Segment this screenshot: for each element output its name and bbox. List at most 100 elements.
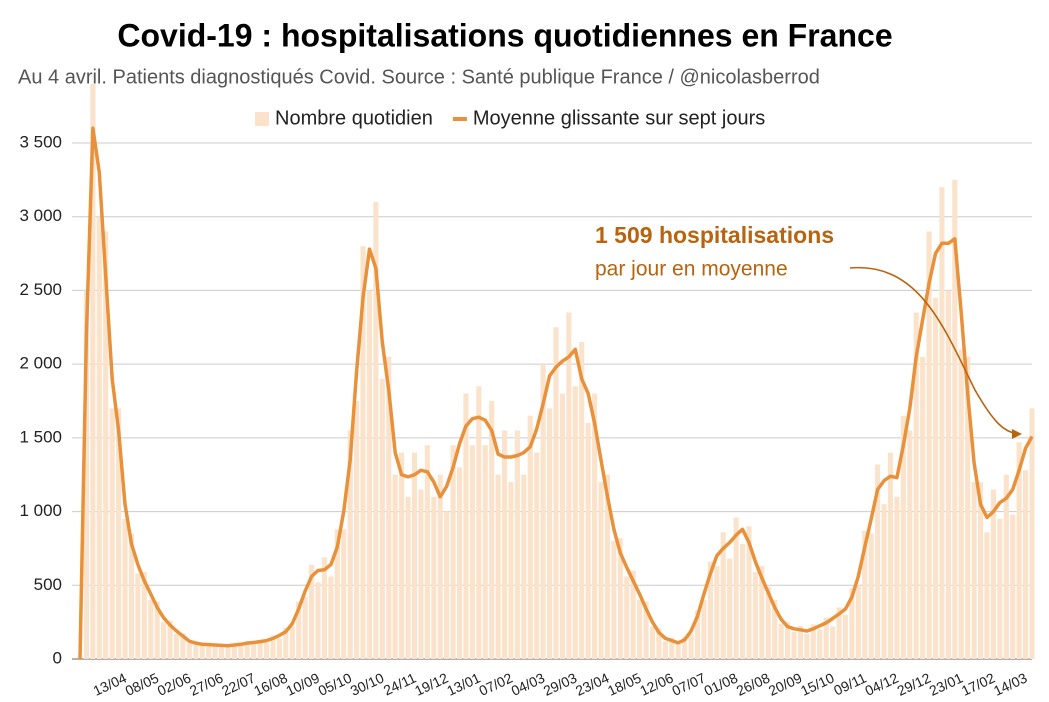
bar: [553, 327, 559, 659]
bar: [1022, 470, 1029, 659]
bar: [96, 216, 102, 659]
bar: [913, 312, 919, 659]
bar: [373, 201, 379, 659]
bar: [926, 231, 932, 659]
bar: [379, 378, 385, 659]
bar: [482, 445, 488, 659]
y-tick-label: 0: [53, 648, 62, 667]
bar: [218, 644, 225, 659]
bar: [643, 601, 649, 659]
bar: [945, 290, 951, 659]
chart-subtitle: Au 4 avril. Patients diagnostiqués Covid…: [18, 66, 820, 88]
bar: [405, 496, 411, 659]
bar: [656, 628, 662, 659]
bar: [759, 566, 765, 659]
bar: [276, 638, 282, 659]
bar: [714, 566, 720, 659]
bar: [849, 588, 855, 659]
line: [78, 126, 1034, 660]
bar: [450, 445, 456, 659]
bar: [823, 617, 829, 659]
bar: [257, 639, 263, 659]
bar: [784, 622, 791, 659]
bar: [534, 452, 540, 659]
bar: [598, 482, 604, 659]
bar: [456, 467, 463, 659]
bar: [135, 573, 141, 659]
bar: [662, 641, 668, 659]
bar: [463, 393, 469, 659]
bar: [1016, 442, 1022, 659]
bar: [289, 626, 295, 659]
y-tick-label: 500: [34, 575, 62, 594]
bar: [585, 423, 591, 659]
bar: [977, 482, 984, 659]
bar: [347, 430, 353, 659]
bar: [649, 626, 656, 659]
legend-swatch: [255, 112, 269, 126]
bar: [263, 642, 270, 659]
bar: [772, 600, 778, 659]
bar: [180, 633, 186, 659]
bar: [238, 645, 244, 659]
bar: [971, 482, 977, 659]
bar: [887, 452, 894, 659]
bar: [444, 511, 450, 659]
bar: [360, 246, 366, 659]
bar: [707, 561, 713, 659]
bar: [366, 290, 373, 659]
bar: [868, 533, 874, 659]
bar: [154, 601, 160, 659]
bar: [199, 644, 205, 659]
bar: [797, 625, 804, 659]
bar: [720, 532, 726, 659]
bar: [321, 557, 328, 659]
bar: [193, 641, 199, 659]
bar: [501, 430, 508, 659]
bar: [617, 538, 623, 659]
bar: [611, 541, 617, 659]
bar: [965, 356, 971, 659]
bar: [148, 600, 154, 659]
y-tick-label: 2 000: [19, 354, 62, 373]
bar: [514, 430, 520, 659]
bar: [990, 489, 996, 659]
bar: [431, 496, 437, 659]
bar: [141, 572, 147, 659]
bar: [206, 642, 212, 659]
bar: [392, 474, 398, 659]
bar: [842, 614, 849, 659]
bar: [746, 526, 752, 659]
bar: [875, 464, 881, 659]
bar: [817, 629, 823, 659]
bar: [778, 623, 784, 659]
bar: [920, 356, 926, 659]
bar: [791, 631, 797, 659]
legend-label: Moyenne glissante sur sept jours: [473, 107, 765, 129]
bar: [315, 582, 321, 659]
bar: [579, 342, 585, 659]
bar: [128, 533, 135, 659]
bar: [328, 576, 334, 659]
bar: [984, 532, 990, 659]
bar: [630, 570, 636, 659]
bar: [495, 474, 501, 659]
bar: [669, 637, 675, 659]
bar: [476, 386, 482, 659]
bar: [862, 530, 868, 659]
bar: [386, 356, 392, 659]
bar: [308, 564, 315, 659]
bar: [212, 646, 218, 659]
bar: [804, 633, 810, 659]
bar: [283, 628, 289, 659]
bar: [855, 585, 861, 659]
legend-label: Nombre quotidien: [275, 107, 433, 129]
bar: [688, 633, 694, 659]
bar: [958, 349, 964, 659]
y-tick-label: 1 500: [19, 427, 62, 446]
bar: [566, 312, 572, 659]
y-tick-label: 2 500: [19, 280, 62, 299]
bar: [225, 647, 231, 659]
bar: [270, 635, 276, 659]
